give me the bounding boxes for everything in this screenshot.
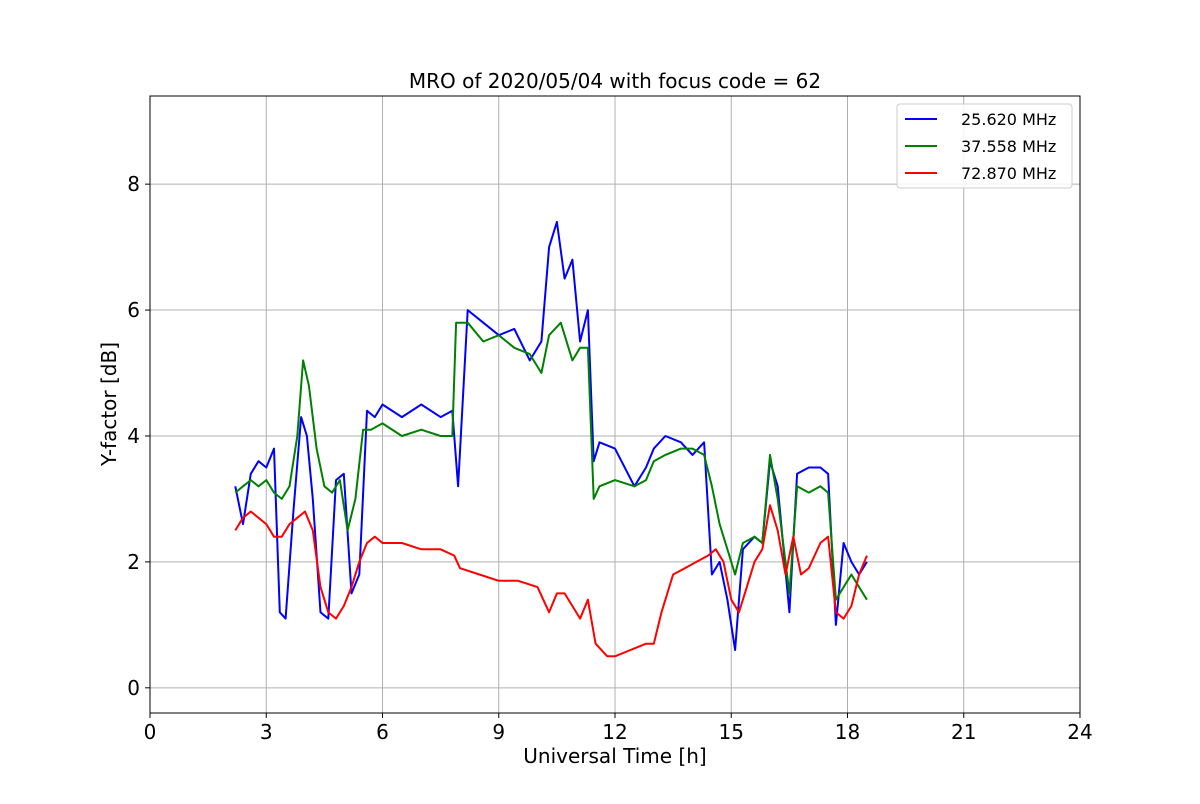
y-axis-label: Y-factor [dB] (97, 342, 121, 467)
x-axis-label: Universal Time [h] (523, 744, 706, 768)
series-line-1 (234, 321, 868, 601)
y-tick-label: 8 (127, 172, 140, 196)
x-tick-label: 18 (835, 720, 860, 744)
x-tick-label: 0 (144, 720, 157, 744)
y-tick-label: 0 (127, 676, 140, 700)
chart-title: MRO of 2020/05/04 with focus code = 62 (409, 69, 821, 93)
x-tick-label: 3 (260, 720, 273, 744)
x-tick-label: 15 (719, 720, 744, 744)
legend: 25.620 MHz 37.558 MHz 72.870 MHz (896, 103, 1073, 189)
series-line-2 (234, 504, 868, 658)
series-layer (234, 220, 868, 658)
grid-layer (149, 96, 1081, 713)
y-tick-label: 4 (127, 424, 140, 448)
legend-label: 37.558 MHz (961, 137, 1056, 156)
x-tick-label: 6 (376, 720, 389, 744)
x-tick-label: 24 (1067, 720, 1092, 744)
x-tick-label: 9 (492, 720, 505, 744)
y-tick-label: 2 (127, 550, 140, 574)
y-tick-label: 6 (127, 298, 140, 322)
x-tick-label: 21 (951, 720, 976, 744)
x-tick-label: 12 (602, 720, 627, 744)
legend-box (896, 103, 1073, 189)
legend-label: 25.620 MHz (961, 110, 1056, 129)
legend-label: 72.870 MHz (961, 164, 1056, 183)
